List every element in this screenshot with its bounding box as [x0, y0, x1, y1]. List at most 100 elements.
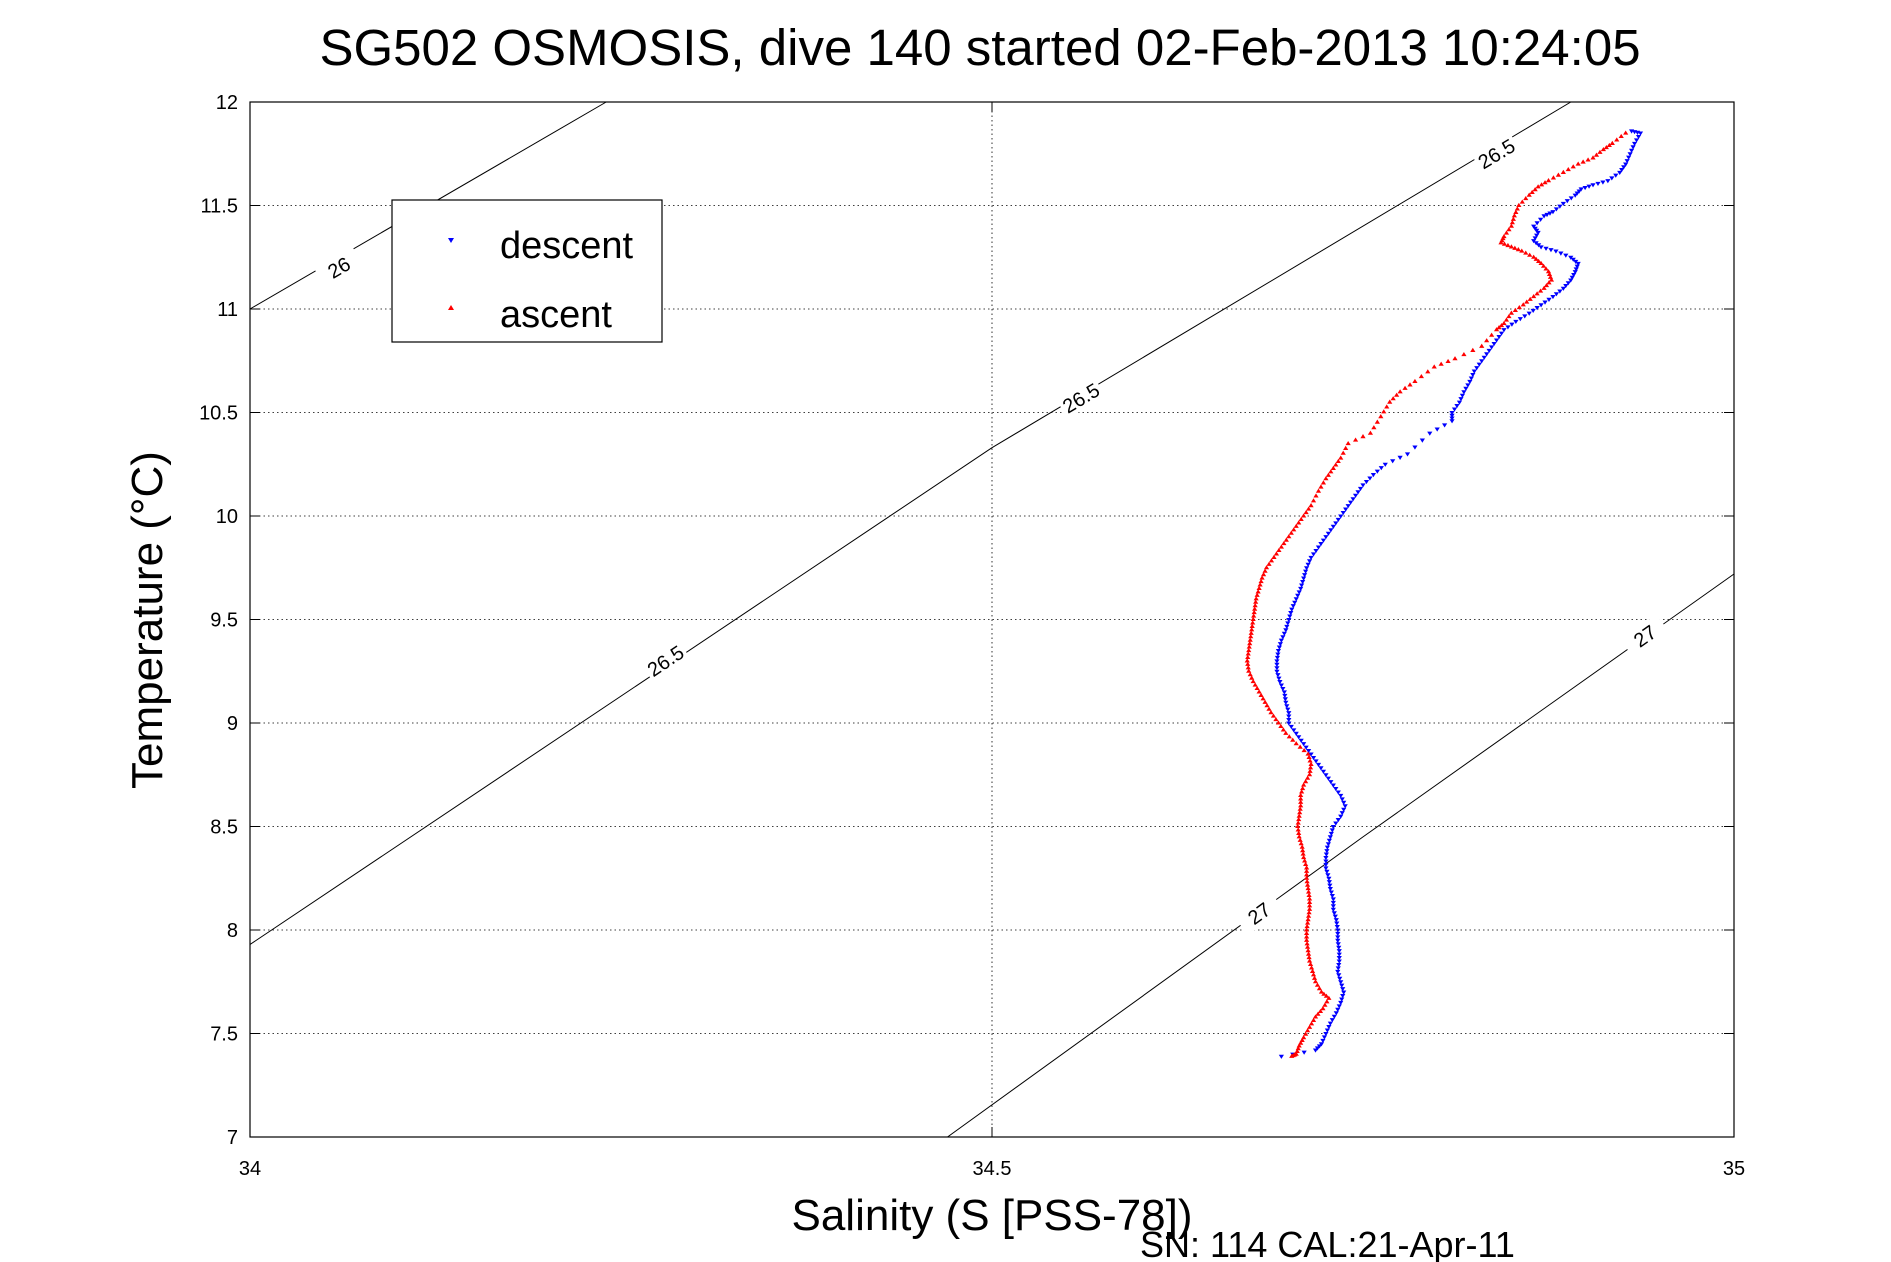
ascent-point	[1532, 187, 1538, 192]
descent-point	[1434, 427, 1440, 432]
descent-point	[1324, 845, 1330, 850]
ascent-point	[1256, 689, 1262, 694]
descent-point	[1326, 876, 1332, 881]
descent-point	[1299, 583, 1305, 588]
descent-point	[1276, 645, 1283, 650]
descent-point	[1278, 683, 1284, 688]
descent-point	[1335, 942, 1341, 947]
descent-point	[1595, 181, 1601, 187]
descent-point	[1560, 201, 1566, 207]
descent-point	[1326, 838, 1332, 843]
chart-title: SG502 OSMOSIS, dive 140 started 02-Feb-2…	[319, 19, 1640, 76]
descent-point	[1308, 555, 1314, 560]
ascent-point	[1585, 157, 1591, 162]
descent-point	[1277, 642, 1283, 647]
descent-point	[1323, 862, 1329, 868]
descent-point	[1298, 586, 1304, 592]
descent-point	[1333, 786, 1339, 792]
ascent-point	[1603, 144, 1609, 150]
ascent-point	[1547, 274, 1554, 279]
ascent-point	[1301, 748, 1307, 753]
ascent-point	[1299, 789, 1305, 794]
descent-point	[1286, 711, 1292, 716]
ascent-point	[1297, 806, 1303, 811]
ascent-point	[1296, 1043, 1302, 1048]
descent-point	[1493, 338, 1500, 343]
ascent-point	[1305, 951, 1312, 956]
ascent-point	[1538, 260, 1544, 266]
ascent-point	[1298, 796, 1304, 801]
ascent-point	[1524, 299, 1530, 304]
ascent-point	[1253, 599, 1259, 604]
ascent-point	[1514, 206, 1520, 211]
ascent-point	[1303, 779, 1309, 784]
x-tick-label: 34.5	[973, 1158, 1012, 1180]
ascent-point	[1565, 167, 1571, 172]
ascent-point	[1397, 389, 1403, 394]
descent-point	[1275, 648, 1282, 654]
ascent-point	[1299, 844, 1305, 849]
ascent-point	[1257, 582, 1263, 587]
descent-point	[1339, 997, 1345, 1002]
descent-point	[1541, 214, 1547, 219]
ascent-point	[1262, 699, 1268, 704]
descent-point	[1334, 921, 1340, 926]
ascent-point	[1245, 665, 1251, 670]
ascent-point	[1307, 765, 1314, 770]
descent-point	[1338, 793, 1344, 799]
ascent-point	[1503, 230, 1510, 235]
descent-point	[1635, 134, 1642, 140]
ascent-point	[1300, 851, 1306, 856]
ascent-point	[1305, 751, 1311, 756]
descent-point	[1302, 573, 1308, 578]
descent-point	[1509, 322, 1515, 327]
ascent-point	[1330, 465, 1336, 470]
descent-point	[1367, 476, 1373, 481]
descent-point	[1303, 745, 1309, 750]
ascent-point	[1256, 585, 1262, 591]
ascent-point	[1529, 189, 1535, 194]
ascent-point	[1301, 782, 1307, 787]
descent-point	[1303, 569, 1309, 574]
ascent-point	[1248, 634, 1254, 639]
ascent-point	[1245, 651, 1251, 656]
descent-point	[1323, 859, 1329, 864]
ascent-point	[1407, 382, 1413, 387]
ascent-point	[1512, 245, 1518, 250]
descent-point	[1323, 773, 1329, 778]
ascent-point	[1304, 865, 1310, 870]
descent-point	[1345, 504, 1351, 509]
descent-point	[1298, 738, 1304, 743]
ascent-point	[1508, 223, 1514, 228]
descent-point	[1320, 769, 1327, 774]
descent-point	[1586, 184, 1592, 189]
y-tick-label: 7.5	[210, 1024, 238, 1046]
descent-point	[1336, 945, 1342, 950]
descent-point	[1328, 528, 1334, 533]
ascent-point	[1247, 641, 1253, 646]
descent-point	[1605, 179, 1611, 184]
descent-point	[1341, 807, 1347, 812]
ascent-point	[1308, 965, 1315, 970]
descent-point	[1326, 1025, 1332, 1030]
ascent-point	[1310, 498, 1317, 503]
ascent-point	[1254, 685, 1260, 691]
ascent-point	[1560, 169, 1566, 174]
ascent-point	[1296, 817, 1302, 822]
ascent-point	[1301, 513, 1307, 518]
x-tick-label: 34	[239, 1158, 261, 1180]
ascent-point	[1387, 399, 1393, 404]
descent-point	[1330, 904, 1336, 909]
descent-point	[1355, 490, 1361, 495]
descent-point	[1335, 969, 1341, 974]
descent-point	[1287, 614, 1293, 619]
descent-point	[1335, 790, 1341, 795]
ascent-point	[1306, 892, 1312, 898]
ascent-point	[1531, 293, 1537, 299]
descent-point	[1553, 207, 1560, 212]
legend-ascent-marker	[448, 305, 454, 310]
descent-point	[1281, 631, 1287, 636]
descent-point	[1563, 253, 1569, 258]
ascent-point	[1304, 875, 1310, 880]
x-axis-label: Salinity (S [PSS-78])	[791, 1191, 1192, 1240]
